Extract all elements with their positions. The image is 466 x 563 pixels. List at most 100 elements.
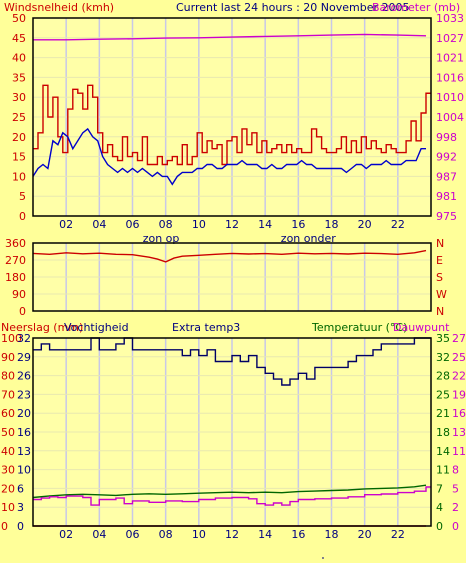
wind-tick-label: 25 (12, 111, 26, 124)
wind-title: Windsnelheid (kmh) (4, 1, 114, 14)
temp-tick-label: 35 (436, 332, 450, 345)
rain-tick-label: 40 (1, 445, 15, 458)
compass-label: W (436, 288, 447, 301)
rain-tick-label: 70 (1, 388, 15, 401)
hour-tick-label: 20 (358, 218, 372, 231)
direction-tick-label: 90 (12, 288, 26, 301)
dew-tick-label: 22 (452, 370, 466, 383)
hour-tick-label: 14 (258, 218, 272, 231)
rain-tick-label: 20 (1, 482, 15, 495)
direction-tick-label: 0 (19, 305, 26, 318)
sunrise-label: zon op (143, 232, 180, 245)
dew-tick-label: 8 (452, 464, 459, 477)
temp-tick-label: 14 (436, 445, 450, 458)
sunset-label: zon onder (281, 232, 336, 245)
series-barometer (33, 33, 427, 41)
hour-tick-label: 04 (92, 218, 106, 231)
hour-tick-label: 14 (258, 528, 272, 541)
baro-tick-label: 975 (436, 210, 457, 223)
temp-tick-label: 18 (436, 426, 450, 439)
baro-tick-label: 998 (436, 131, 457, 144)
hour-tick-label: 18 (325, 218, 339, 231)
hour-tick-label: 16 (291, 528, 305, 541)
hour-tick-label: 10 (192, 218, 206, 231)
rain-tick-label: 0 (1, 520, 8, 533)
baro-tick-label: 987 (436, 170, 457, 183)
dew-tick-label: 19 (452, 388, 466, 401)
dew-tick-label: 2 (452, 501, 459, 514)
extra-temp-title: Extra temp3 (172, 321, 240, 334)
sunrise-label: zon op (143, 555, 180, 559)
hour-tick-label: 12 (225, 218, 239, 231)
hour-tick-label: 08 (159, 218, 173, 231)
dew-tick-label: 16 (452, 407, 466, 420)
panel-humidity-frame (32, 337, 432, 527)
wind-tick-label: 50 (12, 12, 26, 25)
rain-tick-label: 10 (1, 501, 15, 514)
rain-title: Neerslag (mm) (1, 321, 83, 334)
direction-tick-label: 180 (5, 271, 26, 284)
hour-tick-label: 12 (225, 528, 239, 541)
baro-tick-label: 981 (436, 190, 457, 203)
humidity-tick-label: 20 (17, 407, 31, 420)
temp-tick-label: 25 (436, 388, 450, 401)
humidity-tick-label: 3 (17, 501, 24, 514)
baro-tick-label: 1027 (436, 32, 464, 45)
wind-tick-label: 45 (12, 32, 26, 45)
humidity-tick-label: 13 (17, 445, 31, 458)
baro-tick-label: 1033 (436, 12, 464, 25)
wind-tick-label: 5 (19, 190, 26, 203)
dew-tick-label: 27 (452, 332, 466, 345)
baro-tick-label: 1004 (436, 111, 464, 124)
wind-tick-label: 0 (19, 210, 26, 223)
series-temperature (32, 484, 427, 499)
temp-tick-label: 21 (436, 407, 450, 420)
hour-tick-label: 02 (59, 218, 73, 231)
baro-tick-label: 1016 (436, 71, 464, 84)
rain-tick-label: 80 (1, 370, 15, 383)
series-wind-low (32, 127, 426, 186)
rain-tick-label: 50 (1, 426, 15, 439)
compass-label: S (436, 271, 443, 284)
humidity-tick-label: 0 (17, 520, 24, 533)
sunset-label: zon onder (281, 555, 336, 559)
temp-title: Temperatuur (°C) (311, 321, 407, 334)
hour-tick-label: 18 (325, 528, 339, 541)
series-wind-speed (33, 84, 432, 166)
hour-tick-label: 20 (358, 528, 372, 541)
humidity-tick-label: 32 (17, 332, 31, 345)
compass-label: E (436, 254, 443, 267)
humidity-tick-label: 6 (17, 482, 24, 495)
panel-direction-frame (32, 242, 432, 312)
temp-tick-label: 11 (436, 464, 450, 477)
wind-tick-label: 10 (12, 170, 26, 183)
wind-tick-label: 30 (12, 91, 26, 104)
hour-tick-label: 22 (391, 218, 405, 231)
hour-tick-label: 22 (391, 528, 405, 541)
series-humidity (33, 337, 431, 386)
series-wind-direction (32, 249, 427, 263)
baro-title: Barometer (mb) (372, 1, 460, 14)
temp-tick-label: 0 (436, 520, 443, 533)
temp-tick-label: 7 (436, 482, 443, 495)
dew-tick-label: 11 (452, 445, 466, 458)
series-dewpoint (33, 486, 432, 506)
rain-tick-label: 30 (1, 464, 15, 477)
dew-tick-label: 0 (452, 520, 459, 533)
wind-tick-label: 15 (12, 151, 26, 164)
humidity-tick-label: 16 (17, 426, 31, 439)
hour-tick-label: 04 (92, 528, 106, 541)
hour-tick-label: 08 (159, 528, 173, 541)
temp-tick-label: 4 (436, 501, 443, 514)
panel-wind-frame (32, 17, 432, 217)
dew-tick-label: 5 (452, 482, 459, 495)
temp-tick-label: 28 (436, 370, 450, 383)
humidity-tick-label: 29 (17, 351, 31, 364)
hour-tick-label: 16 (291, 218, 305, 231)
rain-tick-label: 60 (1, 407, 15, 420)
baro-tick-label: 1021 (436, 52, 464, 65)
direction-tick-label: 270 (5, 254, 26, 267)
hour-tick-label: 06 (126, 218, 140, 231)
